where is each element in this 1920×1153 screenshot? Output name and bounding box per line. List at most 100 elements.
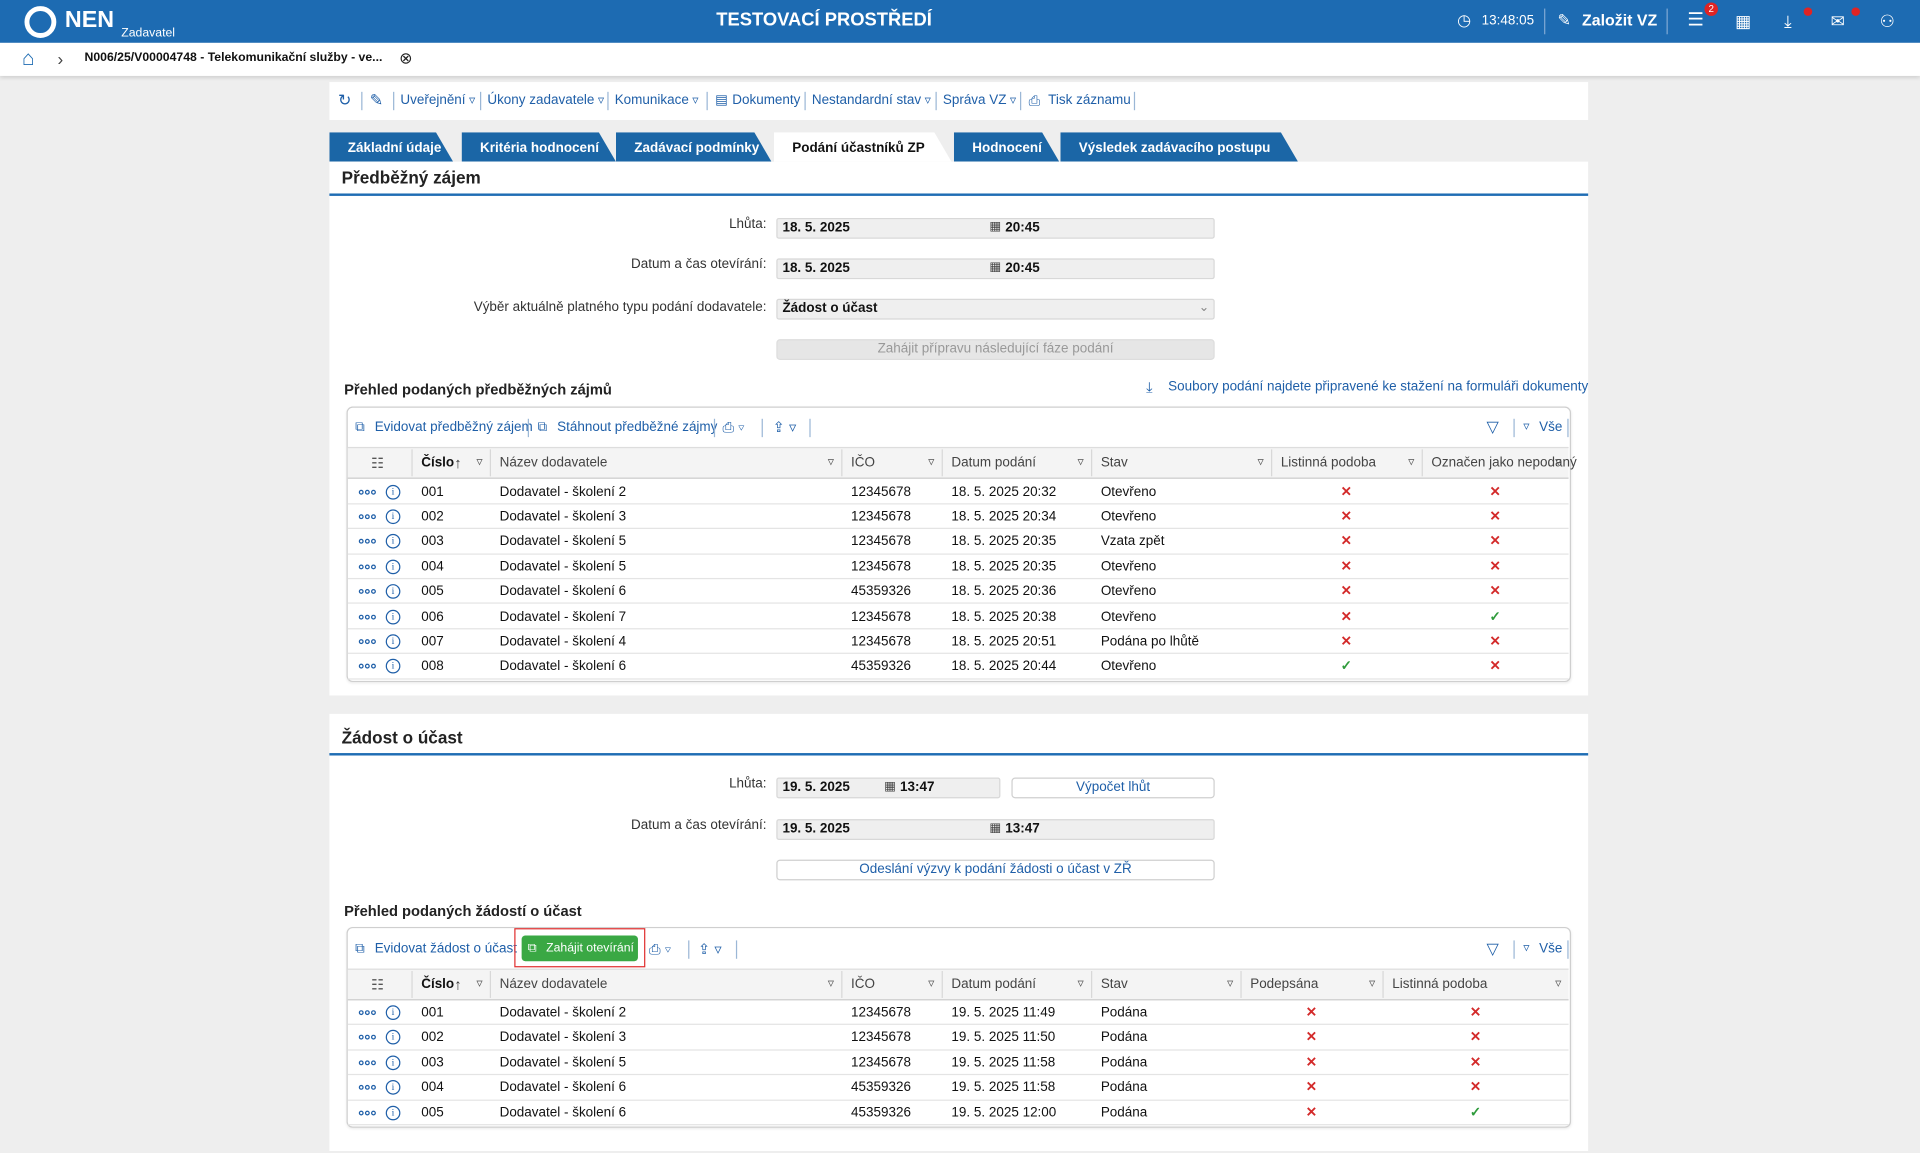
column-header[interactable]: IČO bbox=[851, 453, 875, 473]
filter-icon[interactable]: ▽ bbox=[1487, 939, 1499, 959]
cell: 002 bbox=[421, 1028, 443, 1048]
tab[interactable]: Hodnocení bbox=[954, 132, 1059, 161]
mail-icon[interactable]: ✉ bbox=[1831, 11, 1845, 31]
row-info[interactable]: i bbox=[386, 634, 401, 649]
row-menu[interactable] bbox=[359, 1084, 376, 1091]
print-icon[interactable]: ⎙ ▿ bbox=[649, 939, 671, 959]
row-info[interactable]: i bbox=[386, 609, 401, 624]
row-menu[interactable] bbox=[359, 663, 376, 670]
column-header[interactable]: Číslo bbox=[421, 975, 454, 995]
row-menu[interactable] bbox=[359, 488, 376, 495]
download-icon[interactable]: ⤓ bbox=[1784, 11, 1792, 31]
row-menu[interactable] bbox=[359, 563, 376, 570]
column-filter[interactable]: ▿ bbox=[928, 453, 934, 473]
column-filter[interactable]: ▿ bbox=[1078, 975, 1084, 995]
create-vz[interactable]: Založit VZ bbox=[1582, 11, 1657, 31]
column-header[interactable]: Číslo bbox=[421, 453, 454, 473]
column-filter[interactable]: ▿ bbox=[476, 453, 482, 473]
row-menu[interactable] bbox=[359, 1034, 376, 1041]
column-header[interactable]: Stav bbox=[1101, 453, 1128, 473]
toolbar-item[interactable]: Dokumenty bbox=[732, 91, 800, 111]
pencil-icon[interactable]: ✎ bbox=[370, 91, 383, 111]
export-icon[interactable]: ⇪ ▿ bbox=[698, 939, 722, 959]
row-menu[interactable] bbox=[359, 1059, 376, 1066]
calc-button[interactable]: Výpočet lhůt bbox=[1011, 778, 1214, 799]
export-icon[interactable]: ⇪ ▿ bbox=[773, 418, 797, 438]
column-filter[interactable]: ▿ bbox=[928, 975, 934, 995]
row-menu[interactable] bbox=[359, 638, 376, 645]
tab[interactable]: Výsledek zadávacího postupu bbox=[1060, 132, 1298, 161]
column-header[interactable]: Název dodavatele bbox=[500, 975, 608, 995]
tab[interactable]: Zadávací podmínky bbox=[616, 132, 772, 161]
column-header[interactable]: Podepsána bbox=[1250, 975, 1318, 995]
column-filter[interactable]: ▿ bbox=[1078, 453, 1084, 473]
row-menu[interactable] bbox=[359, 513, 376, 520]
column-filter[interactable]: ▿ bbox=[1555, 975, 1561, 995]
toolbar-item[interactable]: Správa VZ ▿ bbox=[943, 91, 1016, 111]
home-icon[interactable]: ⌂ bbox=[22, 49, 35, 69]
toolbar-item[interactable]: Komunikace ▿ bbox=[615, 91, 699, 111]
row-menu[interactable] bbox=[359, 1009, 376, 1016]
grid-action[interactable]: Stáhnout předběžné zájmy bbox=[557, 418, 717, 438]
calendar-icon[interactable]: ▦ bbox=[1735, 11, 1751, 31]
row-info[interactable]: i bbox=[386, 509, 401, 524]
cell: 18. 5. 2025 20:32 bbox=[951, 482, 1056, 502]
status-icon: ✕ bbox=[1271, 607, 1422, 627]
grid-action[interactable]: Evidovat předběžný zájem bbox=[375, 418, 533, 438]
filter-all[interactable]: Vše bbox=[1539, 418, 1562, 438]
filter-all[interactable]: Vše bbox=[1539, 939, 1562, 959]
menu-icon[interactable]: ☰ bbox=[1687, 11, 1703, 31]
refresh-icon[interactable]: ↻ bbox=[338, 91, 351, 111]
filter-icon[interactable]: ▽ bbox=[1487, 418, 1499, 438]
row-info[interactable]: i bbox=[386, 1055, 401, 1070]
row-info[interactable]: i bbox=[386, 484, 401, 499]
toolbar-item[interactable]: Uveřejnění ▿ bbox=[400, 91, 475, 111]
row-menu[interactable] bbox=[359, 613, 376, 620]
row-menu[interactable] bbox=[359, 538, 376, 545]
tab[interactable]: Podání účastníků ZP bbox=[774, 132, 952, 161]
column-settings[interactable]: ☷ bbox=[371, 975, 384, 995]
open-button[interactable]: Zahájit otevírání bbox=[546, 939, 634, 959]
disabled-button[interactable]: Zahájit přípravu následující fáze podání bbox=[776, 339, 1214, 360]
column-filter[interactable]: ▿ bbox=[828, 453, 834, 473]
send-button[interactable]: Odeslání výzvy k podání žádosti o účast … bbox=[776, 860, 1214, 881]
column-header[interactable]: Datum podání bbox=[951, 975, 1036, 995]
column-filter[interactable]: ▿ bbox=[476, 975, 482, 995]
sep bbox=[1134, 92, 1135, 110]
row-menu[interactable] bbox=[359, 588, 376, 595]
toolbar-item[interactable]: Nestandardní stav ▿ bbox=[812, 91, 931, 111]
user-icon[interactable]: ⚇ bbox=[1880, 11, 1895, 31]
row-info[interactable]: i bbox=[386, 1105, 401, 1120]
column-filter[interactable]: ▿ bbox=[1555, 453, 1561, 473]
breadcrumb[interactable]: N006/25/V00004748 - Telekomunikační služ… bbox=[84, 49, 382, 69]
row-info[interactable]: i bbox=[386, 559, 401, 574]
column-settings[interactable]: ☷ bbox=[371, 453, 384, 473]
column-header[interactable]: Listinná podoba bbox=[1281, 453, 1376, 473]
column-filter[interactable]: ▿ bbox=[828, 975, 834, 995]
column-header[interactable]: Název dodavatele bbox=[500, 453, 608, 473]
column-header[interactable]: Stav bbox=[1101, 975, 1128, 995]
tab[interactable]: Základní údaje bbox=[329, 132, 453, 161]
cell: 45359326 bbox=[851, 582, 911, 602]
row-menu[interactable] bbox=[359, 1109, 376, 1116]
close-icon[interactable]: ⊗ bbox=[399, 49, 412, 69]
tab[interactable]: Kritéria hodnocení bbox=[462, 132, 616, 161]
cell: Otevřeno bbox=[1101, 582, 1156, 602]
cell: Dodavatel - školení 3 bbox=[500, 1028, 627, 1048]
column-header[interactable]: Datum podání bbox=[951, 453, 1036, 473]
toolbar-item[interactable]: Úkony zadavatele ▿ bbox=[487, 91, 604, 111]
print-icon[interactable]: ⎙ ▿ bbox=[722, 418, 744, 438]
column-filter[interactable]: ▿ bbox=[1227, 975, 1233, 995]
select-value[interactable]: Žádost o účast bbox=[782, 299, 877, 319]
column-header[interactable]: Listinná podoba bbox=[1392, 975, 1487, 995]
column-header[interactable]: IČO bbox=[851, 975, 875, 995]
row-info[interactable]: i bbox=[386, 1005, 401, 1020]
field-label: Datum a čas otevírání: bbox=[367, 816, 766, 836]
grid-action[interactable]: Evidovat žádost o účast bbox=[375, 939, 517, 959]
row-info[interactable]: i bbox=[386, 584, 401, 599]
download-link[interactable]: Soubory podání najdete připravené ke sta… bbox=[1168, 377, 1588, 397]
column-filter[interactable]: ▿ bbox=[1408, 453, 1414, 473]
column-filter[interactable]: ▿ bbox=[1258, 453, 1264, 473]
toolbar-item[interactable]: Tisk záznamu bbox=[1048, 91, 1131, 111]
column-filter[interactable]: ▿ bbox=[1369, 975, 1375, 995]
